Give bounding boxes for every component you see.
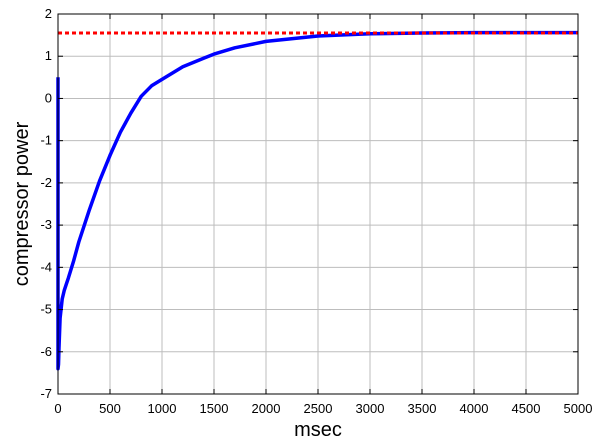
x-tick-label: 1000 <box>148 401 177 416</box>
y-tick-label: -7 <box>40 386 52 401</box>
x-tick-label: 0 <box>54 401 61 416</box>
y-tick-label: 0 <box>45 90 52 105</box>
series-layer <box>56 30 578 371</box>
power-curve <box>56 30 578 371</box>
x-tick-label: 2000 <box>252 401 281 416</box>
x-tick-label: 2500 <box>304 401 333 416</box>
y-tick-label: 1 <box>45 48 52 63</box>
y-axis-title: compressor power <box>11 121 33 286</box>
y-tick-label: -1 <box>40 133 52 148</box>
ticks: 0 500 1000 1500 2000 2500 3000 3500 4000 4500 5000… <box>40 6 592 416</box>
y-tick-label: 2 <box>45 6 52 21</box>
x-tick-label: 5000 <box>564 401 593 416</box>
x-tick-label: 4000 <box>460 401 489 416</box>
y-tick-label: -3 <box>40 217 52 232</box>
y-tick-label: -4 <box>40 259 52 274</box>
x-tick-label: 500 <box>99 401 121 416</box>
x-tick-label: 1500 <box>200 401 229 416</box>
x-axis-title: msec <box>294 419 342 441</box>
y-tick-label: -5 <box>40 302 52 317</box>
x-tick-label: 4500 <box>512 401 541 416</box>
x-tick-label: 3000 <box>356 401 385 416</box>
y-tick-label: -2 <box>40 175 52 190</box>
y-tick-label: -6 <box>40 344 52 359</box>
x-tick-label: 3500 <box>408 401 437 416</box>
